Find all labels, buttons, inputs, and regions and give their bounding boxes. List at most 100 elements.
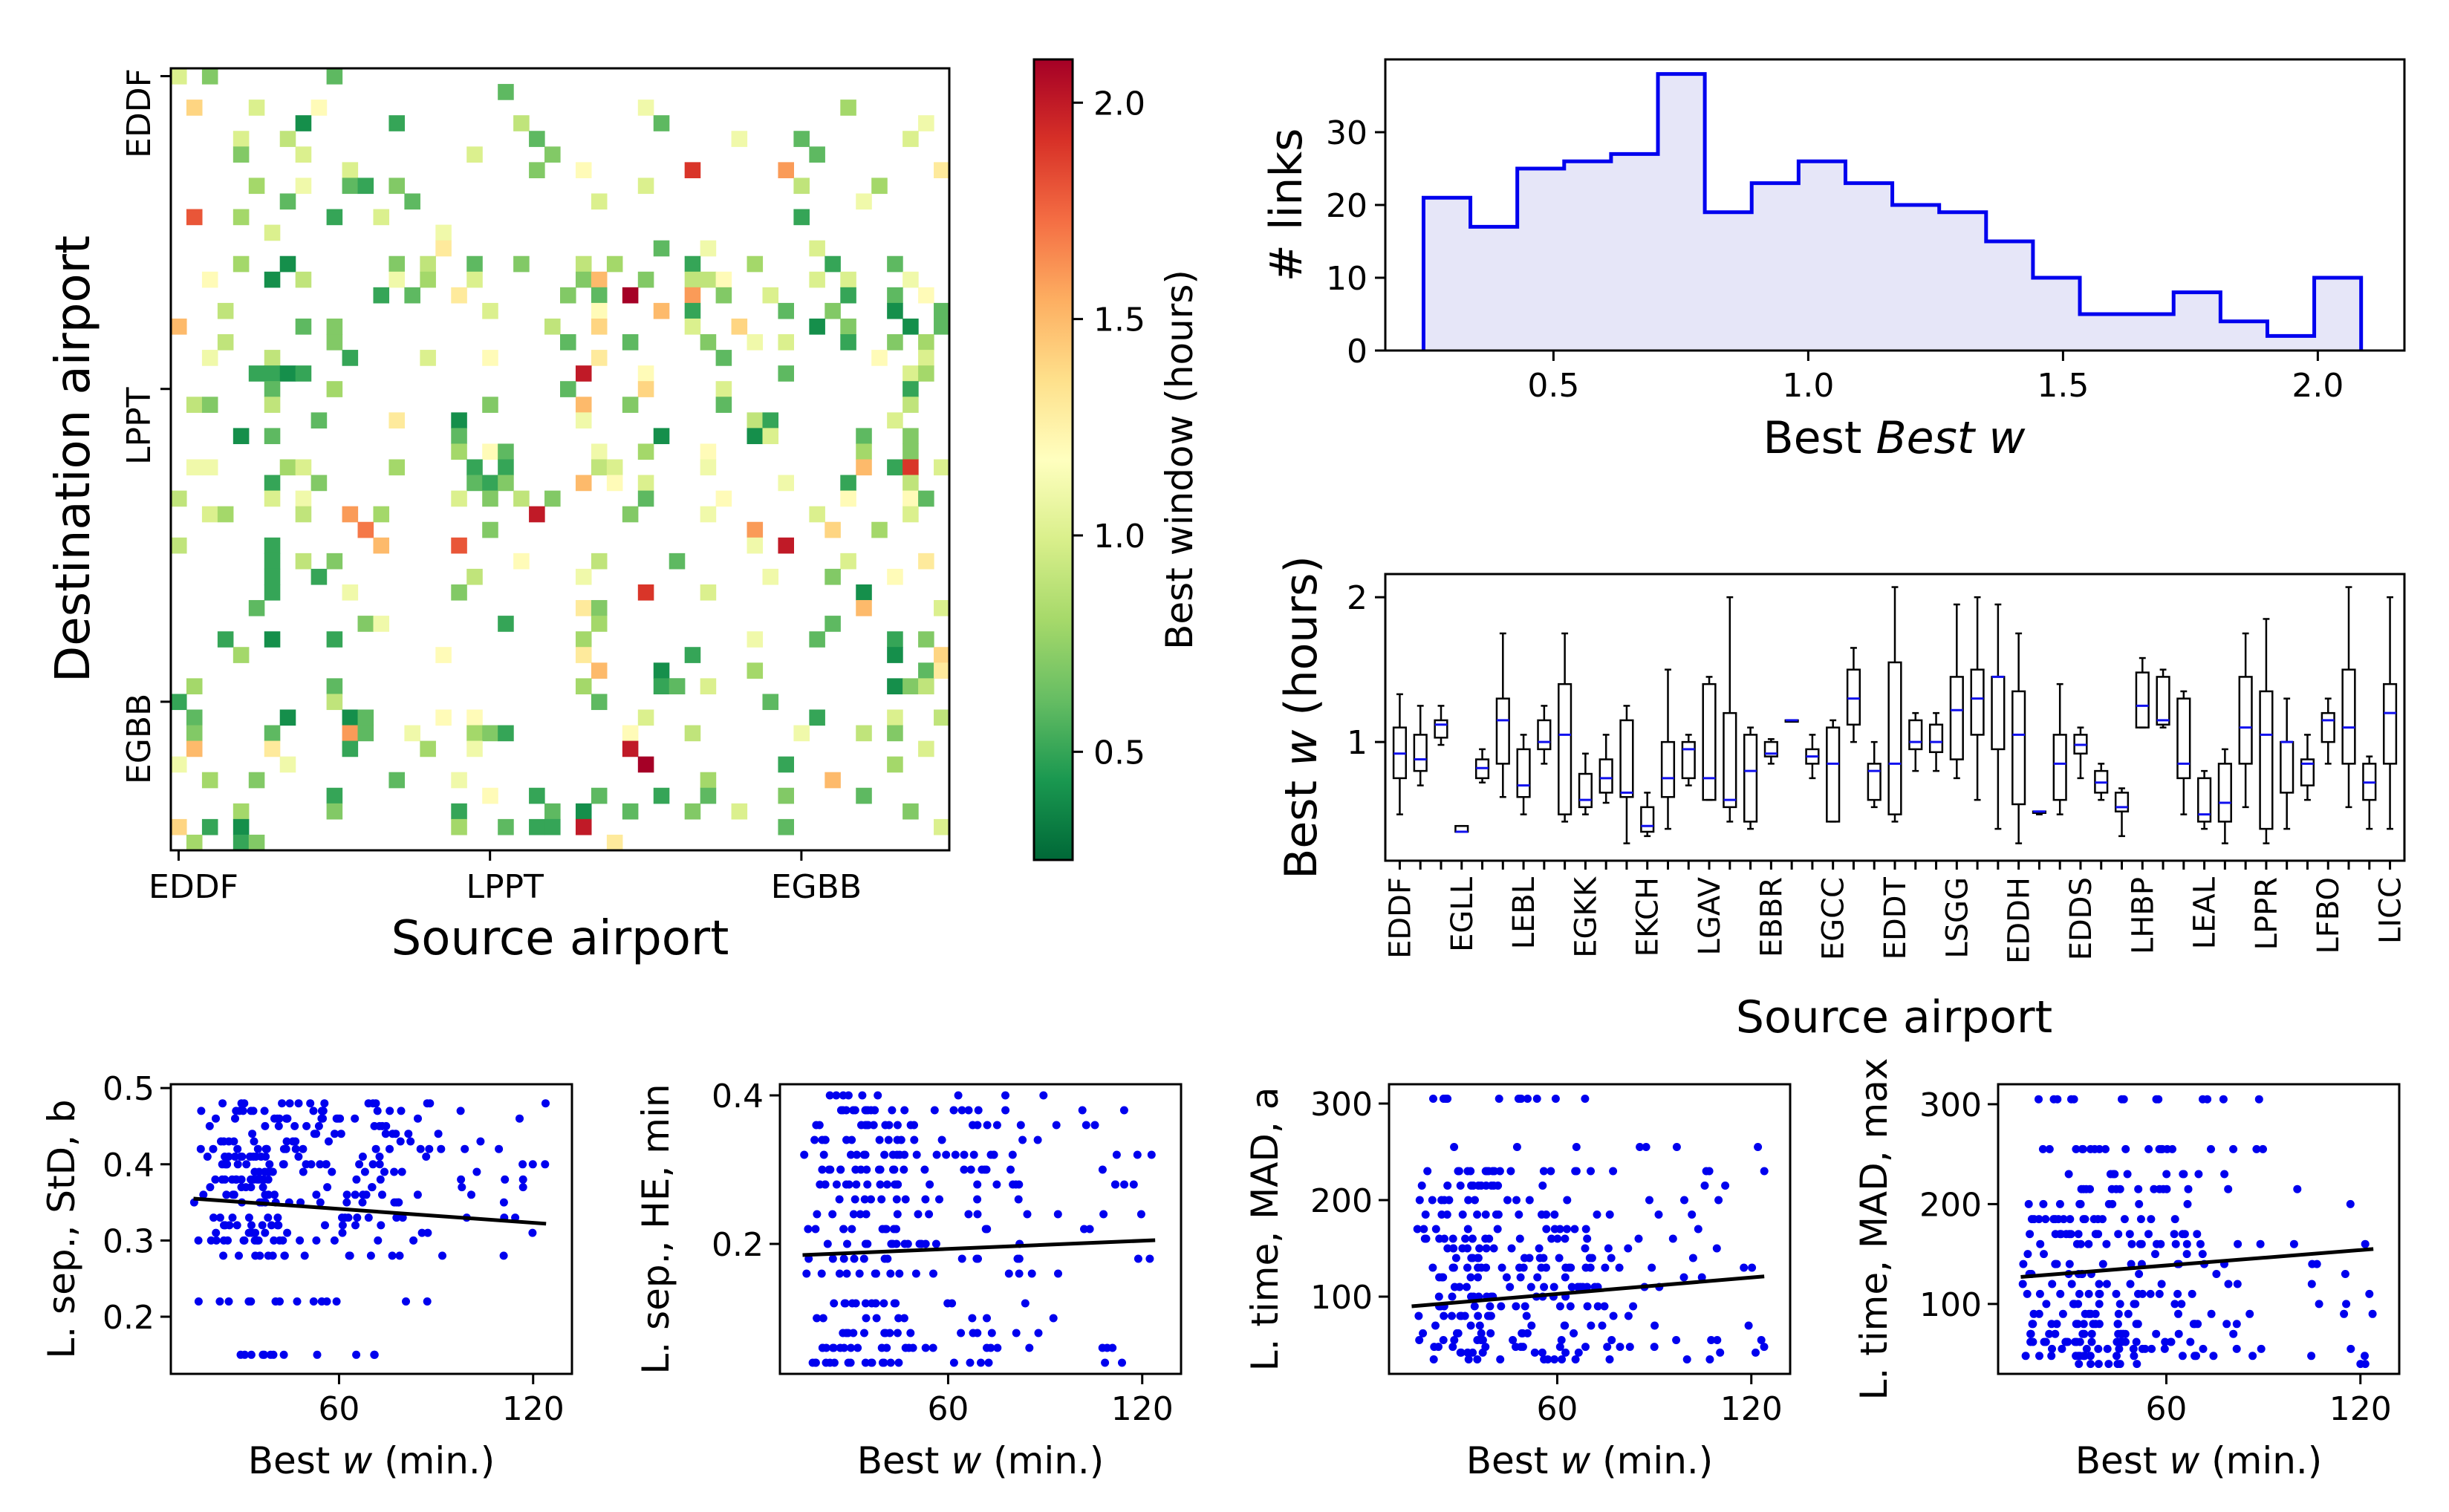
heatmap-cell (700, 240, 717, 257)
heatmap-cell (887, 678, 903, 694)
heatmap-cell (342, 740, 359, 757)
scatter-point (2121, 1337, 2130, 1346)
scatter-point (2087, 1329, 2096, 1338)
scatter-point (2179, 1170, 2188, 1179)
heatmap-cell (232, 209, 250, 226)
heatmap-cell (622, 725, 639, 742)
heatmap-cell (825, 521, 841, 538)
heatmap-cell (498, 616, 514, 632)
scatter-point (423, 1228, 432, 1237)
box-item (2320, 697, 2335, 765)
scatter-point (2174, 1329, 2183, 1338)
scatter-point (2183, 1199, 2192, 1208)
scatter-point (1486, 1302, 1495, 1311)
heatmap-cell (934, 459, 950, 476)
scatter-point (1515, 1234, 1524, 1243)
heatmap-cell (715, 397, 732, 413)
scatter-frame (1388, 1083, 1792, 1375)
scatter-point (2346, 1344, 2355, 1353)
scatter-point (1502, 1273, 1511, 1282)
scatter-point (312, 1236, 321, 1245)
scatter-point (2254, 1095, 2263, 1104)
scatter-point (2232, 1320, 2241, 1329)
scatter-point (1136, 1210, 1145, 1219)
scatter-point (261, 1153, 270, 1161)
heatmap-cell (700, 787, 717, 804)
scatter-point (2184, 1184, 2193, 1193)
boxplot-y-tick-label: 2 (1347, 579, 1367, 617)
heatmap-cell (747, 631, 764, 648)
scatter-point (2095, 1320, 2104, 1329)
scatter-point (2160, 1344, 2169, 1353)
scatter-point (2076, 1239, 2085, 1248)
scatter-point (219, 1236, 228, 1245)
scatter-point (1574, 1348, 1583, 1357)
scatter-point (853, 1343, 862, 1352)
scatter-point (1464, 1355, 1473, 1363)
heatmap-cell (840, 318, 856, 335)
scatter-points (2018, 1095, 2377, 1369)
scatter-point (258, 1350, 267, 1359)
scatter-point (280, 1251, 289, 1260)
heatmap-cell (295, 506, 312, 523)
heatmap-cell (373, 537, 390, 554)
heatmap-cell (482, 490, 498, 507)
scatter-points (1413, 1095, 1769, 1363)
heatmap-cell (186, 725, 203, 742)
heatmap-cell (171, 68, 187, 85)
scatter-point (822, 1358, 830, 1367)
scatter-point (309, 1107, 318, 1115)
heatmap-cell (279, 365, 296, 382)
box-body (1619, 719, 1634, 798)
heatmap-cell (232, 818, 250, 835)
scatter-point (861, 1150, 870, 1159)
heatmap-cell (778, 787, 794, 804)
scatter-point (2289, 1239, 2298, 1248)
colorbar-tick-label: 1.5 (1093, 302, 1145, 339)
heatmap-cell (560, 381, 576, 397)
heatmap-cell (451, 772, 467, 789)
scatter-point (968, 1314, 977, 1323)
heatmap-cell (404, 287, 420, 304)
scatter-point (2144, 1230, 2153, 1239)
box-item (2238, 632, 2253, 809)
scatter-point (2209, 1352, 2218, 1361)
scatter-point (398, 1213, 407, 1222)
scatter-panels: 60 120 0.2 0.3 0.4 0.5 Best w (min.) L. sep., S… (40, 1058, 2401, 1482)
scatter-point (1600, 1302, 1609, 1311)
heatmap-cell (887, 255, 903, 273)
scatter-point (1489, 1244, 1498, 1253)
scatter-point (1478, 1348, 1487, 1357)
scatter-point (2233, 1280, 2242, 1288)
scatter-point (222, 1190, 231, 1199)
heatmap-cell (326, 787, 343, 804)
box-item (1474, 748, 1490, 783)
scatter-y-tick-label: 0.3 (103, 1222, 155, 1260)
scatter-point (888, 1150, 897, 1159)
scatter-point (279, 1236, 287, 1245)
heatmap-cell (482, 725, 498, 742)
scatter-point (264, 1213, 273, 1222)
scatter-point (247, 1221, 256, 1230)
scatter-point (1466, 1321, 1475, 1330)
scatter-point (893, 1329, 902, 1337)
heatmap-cell (653, 115, 670, 131)
scatter-point (848, 1135, 856, 1144)
scatter-y-tick-label: 0.2 (712, 1226, 764, 1264)
scatter-point (855, 1269, 864, 1278)
scatter-point (518, 1160, 527, 1169)
heatmap-cell (575, 255, 592, 273)
scatter-point (1598, 1321, 1607, 1330)
scatter-point (1648, 1263, 1656, 1272)
heatmap-cell (529, 162, 545, 179)
heatmap-cell (404, 725, 420, 742)
scatter-point (911, 1269, 920, 1278)
scatter-point (800, 1150, 809, 1159)
boxplot-x-tick-label: EKCH (1631, 877, 1665, 957)
scatter-point (2119, 1095, 2128, 1104)
scatter-point (1538, 1210, 1546, 1219)
scatter-point (1098, 1165, 1107, 1174)
heatmap-cell (217, 506, 234, 523)
scatter-point (2120, 1215, 2129, 1224)
box-item (1928, 711, 1944, 772)
